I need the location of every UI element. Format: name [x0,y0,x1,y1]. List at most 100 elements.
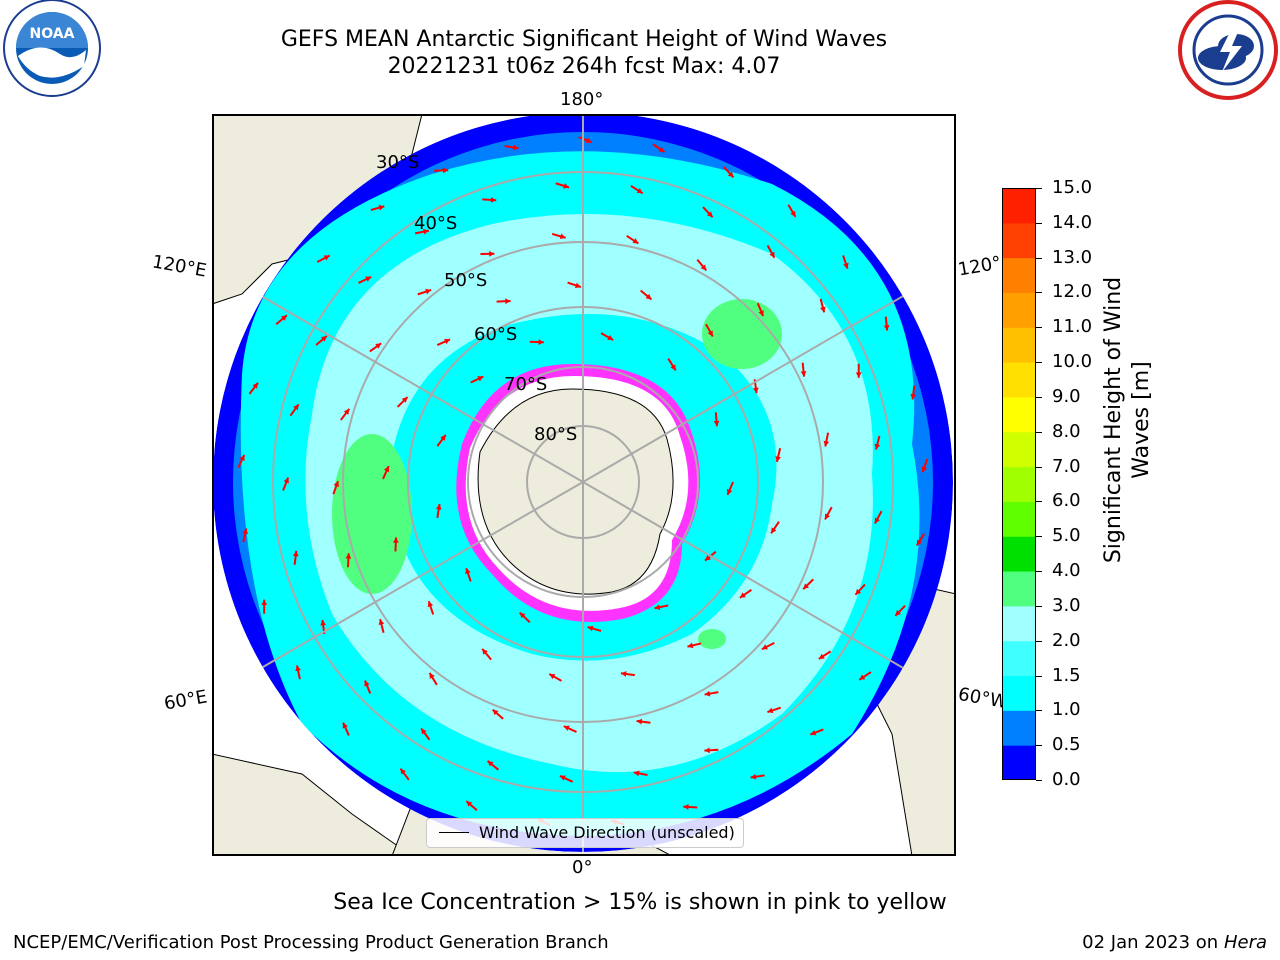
wave-arrow-head [810,729,817,736]
colorbar-tick-mark [1036,501,1042,503]
wave-arrow-head [549,674,556,680]
lat-label-60s: 60°S [474,324,518,345]
wave-arrow-head [585,137,592,143]
colorbar-tick-label: 6.0 [1052,490,1081,512]
wave-arrow-head [482,648,488,655]
colorbar-swatch [1002,501,1036,537]
colorbar-tick-mark [1036,327,1042,329]
wave-arrow-head [895,609,902,616]
wave-arrow-head [383,466,390,473]
wave-arrow-head [519,612,526,619]
colorbar-tick-mark [1036,675,1042,677]
wave-arrow-head [378,204,385,211]
colorbar-swatch [1002,571,1036,607]
wave-arrow-head [281,315,287,321]
colorbar-tick-label: 12.0 [1052,281,1093,303]
wave-arrow-head [727,171,734,178]
colorbar-tick-label: 0.0 [1052,769,1081,790]
colorbar-tick-label: 0.5 [1052,734,1081,756]
colorbar-tick-label: 2.0 [1052,629,1081,651]
wave-arrow-head [442,167,449,174]
wave-arrow-head [283,477,289,484]
colorbar-swatch [1002,431,1036,468]
wave-arrow-head [771,527,777,534]
wave-arrow-head [921,466,928,473]
wave-arrow-head [632,238,639,244]
wave-arrow-head [775,456,781,462]
colorbar-swatch [1002,640,1036,677]
colorbar-tick-label: 15.0 [1052,177,1093,198]
wave-arrow-head [658,146,665,153]
wave-arrow-head [800,371,807,377]
wave-arrow-head [375,343,382,349]
wave-arrow-head [752,387,759,394]
colorbar-swatch [1002,396,1036,433]
wave-arrow-head [400,768,406,775]
wave-arrow-head [750,773,757,780]
wave-arrow-head [261,599,268,605]
polar-map [212,114,956,856]
wave-arrow-head [333,481,340,487]
wave-arrow-head [427,601,434,608]
colorbar-tick-label: 1.0 [1052,699,1081,721]
wave-arrow-head [345,553,352,559]
wave-arrow-head [883,325,890,331]
colorbar-tick-label: 9.0 [1052,385,1081,407]
wave-arrow-head [489,250,495,257]
wind-wave-arrows [237,136,929,827]
wave-arrow-head [823,440,830,447]
colorbar-swatch [1002,745,1036,780]
wave-arrow-head [440,434,446,441]
wave-arrow-head [574,282,581,289]
wave-arrow-head [466,801,473,807]
colorbar-tick-mark [1036,571,1042,573]
colorbar-swatch [1002,257,1036,293]
wave-arrow-head [242,528,249,535]
colorbar-swatch [1002,362,1036,398]
wave-arrow-head [803,583,810,590]
wave-arrow-head [538,339,544,345]
colorbar-tick-label: 8.0 [1052,420,1081,442]
colorbar-tick-label: 3.0 [1052,594,1081,616]
footer-date-text: 02 Jan 2023 on [1082,932,1224,953]
wave-arrow-head [654,604,661,611]
wave-arrow-head [295,665,301,672]
wave-arrow-head [761,644,768,650]
colorbar-tick-label: 13.0 [1052,246,1093,268]
wave-arrow-head [435,504,442,510]
legend-label: Wind Wave Direction (unscaled) [479,823,735,842]
colorbar-tick-mark [1036,780,1042,781]
wave-arrow-head [252,382,259,389]
wave-arrow-head [364,680,370,687]
nws-logo [1178,0,1278,100]
colorbar-tick-mark [1036,257,1042,259]
wave-arrow-head [645,293,652,300]
colorbar-swatch [1002,710,1036,746]
colorbar-swatch [1002,292,1036,328]
wave-arrow-head [293,404,299,411]
map-legend: Wind Wave Direction (unscaled) [426,818,744,848]
wave-arrow-head [855,372,862,378]
colorbar-tick-mark [1036,292,1042,294]
wave-arrow-head [477,376,484,382]
wave-arrow-head [687,642,694,649]
colorbar-tick-mark [1036,466,1042,468]
colorbar-tick-mark [1036,710,1042,712]
colorbar-tick-mark [1036,745,1042,747]
footer-date: 02 Jan 2023 on Hera [1082,932,1267,953]
wave-arrow-head [323,255,330,261]
colorbar-swatch [1002,327,1036,363]
wave-arrow-head [320,335,327,342]
colorbar-tick-label: 1.5 [1052,664,1081,686]
colorbar-tick-mark [1036,188,1042,189]
colorbar-swatch [1002,536,1036,572]
noaa-logo-text: NOAA [30,26,75,42]
lat-label-80s: 80°S [534,424,578,445]
wave-arrow-head [401,397,408,403]
wave-arrow-head [423,228,429,235]
wave-arrow-head [421,728,427,735]
wave-arrow-head [620,671,627,677]
colorbar-tick-label: 7.0 [1052,455,1081,477]
wave-arrow-head [378,619,385,625]
wave-arrow-head [392,537,399,543]
